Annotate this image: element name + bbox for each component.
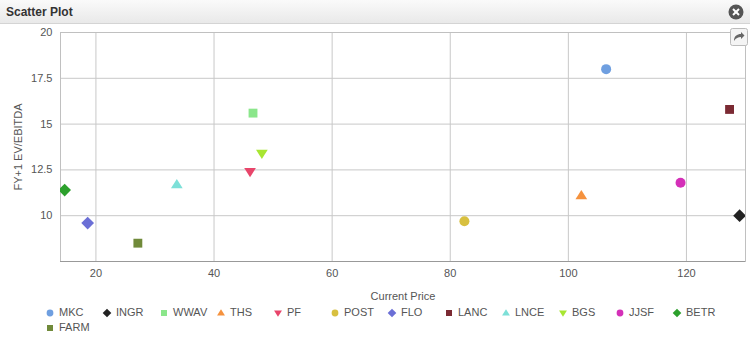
html-text:POST: POST (344, 306, 374, 318)
svg-text:40: 40 (208, 267, 220, 279)
svg-text:60: 60 (326, 267, 338, 279)
svg-text:15: 15 (40, 118, 52, 130)
html-text:LANC: LANC (458, 306, 488, 318)
html-text:Scatter Plot: Scatter Plot (6, 5, 73, 19)
html-text:MKC: MKC (59, 306, 84, 318)
svg-text:17.5: 17.5 (31, 72, 52, 84)
svg-text:FY+1 EV/EBITDA: FY+1 EV/EBITDA (12, 103, 24, 191)
html-text:PF: PF (287, 306, 302, 318)
svg-text:100: 100 (559, 267, 577, 279)
html-text:LNCE: LNCE (515, 306, 545, 318)
html-text:THS: THS (230, 306, 252, 318)
svg-text:120: 120 (677, 267, 695, 279)
html-text:FARM: FARM (59, 321, 90, 334)
html-text:JJSF: JJSF (629, 306, 655, 318)
html-text:BETR: BETR (686, 306, 716, 318)
svg-text:12.5: 12.5 (31, 163, 52, 175)
svg-text:80: 80 (444, 267, 456, 279)
html-text:BGS: BGS (572, 306, 596, 318)
svg-text:10: 10 (40, 209, 52, 221)
html-text:WWAV: WWAV (173, 306, 208, 318)
html-text:INGR: INGR (116, 306, 144, 318)
svg-text:20: 20 (90, 267, 102, 279)
svg-text:Current Price: Current Price (371, 290, 436, 302)
svg-text:20: 20 (40, 26, 52, 38)
html-text:FLO: FLO (401, 306, 423, 318)
